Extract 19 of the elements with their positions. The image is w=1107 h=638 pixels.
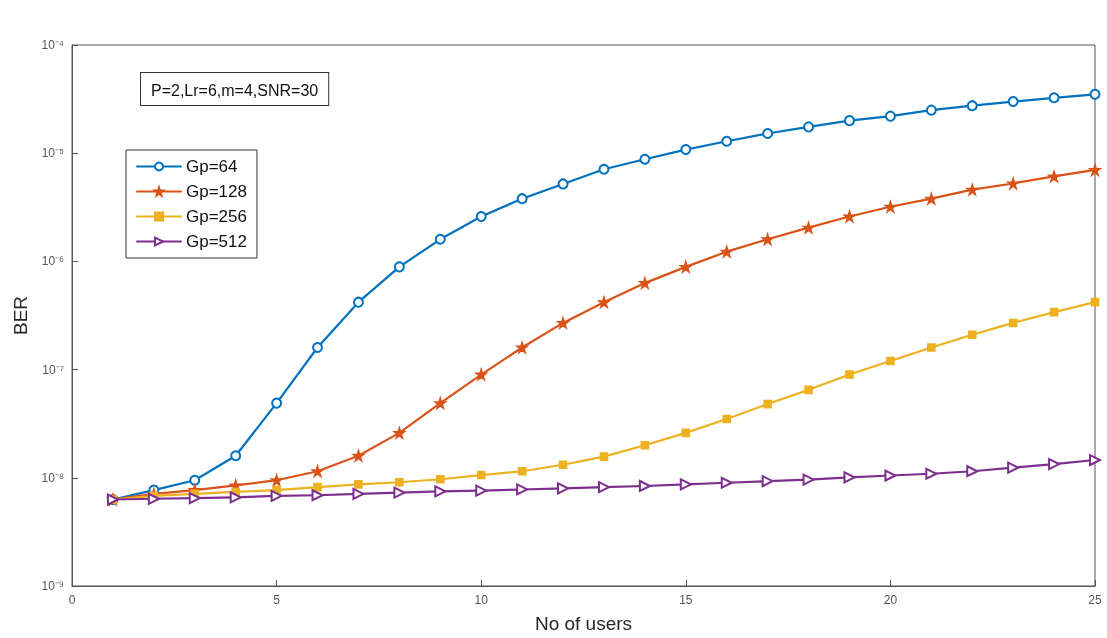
y-tick-label: 10⁻⁹ <box>41 579 64 593</box>
y-tick-label: 10⁻⁸ <box>41 470 64 485</box>
annotation: P=2,Lr=6,m=4,SNR=30 <box>151 81 319 99</box>
x-tick-label: 10 <box>474 593 489 607</box>
y-tick-label: 10⁻⁶ <box>41 254 65 269</box>
legend-label: Gp=512 <box>186 232 247 251</box>
y-tick-label: 10⁻⁴ <box>41 38 64 52</box>
x-tick-label: 15 <box>679 593 693 607</box>
legend-label: Gp=256 <box>186 207 247 226</box>
y-tick-label: 10⁻⁷ <box>42 362 64 377</box>
x-tick-label: 5 <box>273 593 281 607</box>
legend-label: Gp=128 <box>186 182 247 201</box>
y-tick-label: 10⁻⁵ <box>41 146 65 161</box>
legend-label: Gp=64 <box>186 157 238 176</box>
x-tick-label: 20 <box>883 593 898 607</box>
y-axis-title: BER <box>10 295 31 336</box>
x-tick-label: 25 <box>1088 593 1102 607</box>
x-axis-title: No of users <box>534 613 633 634</box>
x-tick-label: 0 <box>68 593 76 607</box>
